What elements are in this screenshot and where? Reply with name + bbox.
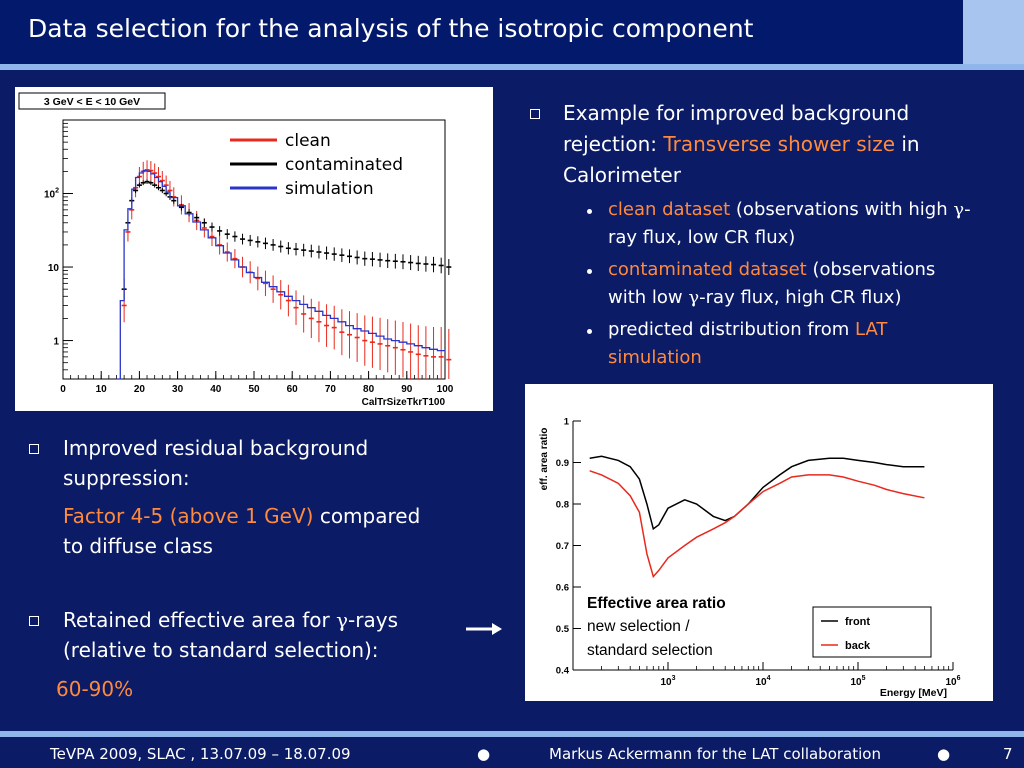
left-bullet-1-line-1: Improved residual background bbox=[63, 436, 369, 460]
x-tick-label: 104 bbox=[755, 675, 770, 688]
annotation-title: Effective area ratio bbox=[587, 595, 726, 612]
series-line-front bbox=[589, 455, 925, 531]
annotation-line: standard selection bbox=[587, 642, 713, 659]
sub-bullet-clean-1: clean dataset (observations with high γ- bbox=[608, 196, 971, 223]
left-bullet-1-line-4: to diffuse class bbox=[63, 534, 213, 558]
sub-bullet-clean-2: ray flux, low CR flux) bbox=[608, 227, 796, 248]
effective-area-panel: 0.4 0.5 0.6 0.7 0.8 0.9 1 eff. area ratio 103 104… bbox=[525, 384, 993, 701]
highlight-factor: Factor 4-5 (above 1 GeV) bbox=[63, 504, 314, 528]
highlight-transverse-shower-size: Transverse shower size bbox=[663, 132, 896, 156]
x-axis-label: CalTrSizeTkrT100 bbox=[362, 397, 446, 408]
y-tick-label: 0.4 bbox=[556, 666, 570, 677]
sub-bullet-contam-2: with low γ-ray flux, high CR flux) bbox=[608, 284, 901, 311]
bullet-dot-icon bbox=[587, 329, 592, 334]
highlight-lat: LAT bbox=[855, 319, 888, 340]
x-tick-label: 30 bbox=[172, 384, 184, 395]
retained-range-value: 60-90% bbox=[56, 677, 134, 701]
text-span: -rays bbox=[348, 608, 398, 632]
annotation-line: new selection / bbox=[587, 618, 690, 635]
legend-label-clean: clean bbox=[285, 131, 331, 151]
gamma-symbol: γ bbox=[336, 608, 349, 632]
y-tick-label: 102 bbox=[44, 188, 59, 201]
text-span: (observations with high bbox=[730, 199, 954, 220]
title-divider bbox=[0, 64, 1024, 70]
y-tick-label: 10 bbox=[48, 263, 60, 274]
text-span: compared bbox=[313, 504, 421, 528]
histogram-chart: 3 GeV < E < 10 GeV 0 10 20 30 40 50 60 70 80 90 100… bbox=[18, 92, 454, 408]
footer: TeVPA 2009, SLAC , 13.07.09 – 18.07.09 ●… bbox=[0, 737, 1024, 768]
y-tick-label: 0.7 bbox=[556, 541, 569, 552]
gamma-symbol: γ bbox=[688, 287, 700, 308]
y-tick-label: 0.6 bbox=[556, 583, 569, 594]
bullet-square-icon bbox=[530, 109, 540, 119]
arrow-right-icon bbox=[466, 623, 502, 635]
text-span: -ray flux, high CR flux) bbox=[699, 287, 902, 308]
histogram-panel: 3 GeV < E < 10 GeV 0 10 20 30 40 50 60 70 80 90 100… bbox=[15, 87, 493, 411]
x-tick-label: 50 bbox=[248, 384, 260, 395]
bullet-square-icon bbox=[29, 616, 39, 626]
footer-divider bbox=[0, 731, 1024, 737]
y-axis-label: eff. area ratio bbox=[539, 428, 550, 491]
highlight-contaminated-dataset: contaminated dataset bbox=[608, 259, 807, 280]
x-tick-label: 20 bbox=[134, 384, 146, 395]
series-line-simulation bbox=[116, 169, 446, 380]
y-tick-label: 0.8 bbox=[556, 500, 569, 511]
gamma-symbol: γ bbox=[953, 199, 965, 220]
x-axis-label: Energy [MeV] bbox=[880, 687, 947, 699]
x-tick-label: 90 bbox=[401, 384, 413, 395]
x-tick-label: 103 bbox=[660, 675, 675, 688]
bullet-square-icon bbox=[29, 444, 39, 454]
text-span: - bbox=[964, 199, 971, 220]
text-span: in bbox=[895, 132, 920, 156]
bullet-dot-icon bbox=[587, 269, 592, 274]
series-line-back bbox=[589, 470, 925, 579]
chart-title: 3 GeV < E < 10 GeV bbox=[44, 96, 140, 108]
x-tick-label: 80 bbox=[363, 384, 375, 395]
x-tick-label: 0 bbox=[60, 384, 66, 395]
footer-event: TeVPA 2009, SLAC , 13.07.09 – 18.07.09 bbox=[50, 745, 351, 763]
left-bullet-2-line-1: Retained effective area for γ-rays bbox=[63, 605, 398, 635]
text-span: predicted distribution from bbox=[608, 319, 856, 340]
right-bullet-line-1: Example for improved background bbox=[563, 101, 910, 125]
x-tick-label: 106 bbox=[945, 675, 960, 688]
sub-bullet-sim-2: simulation bbox=[608, 347, 702, 368]
legend-label-simulation: simulation bbox=[285, 179, 374, 199]
left-bullet-2-line-2: (relative to standard selection): bbox=[63, 638, 379, 662]
y-tick-label: 0.5 bbox=[556, 624, 570, 635]
x-tick-label: 70 bbox=[325, 384, 337, 395]
y-tick-label: 1 bbox=[564, 417, 570, 428]
title-accent-box bbox=[963, 0, 1024, 64]
right-bullet-line-2: rejection: Transverse shower size in bbox=[563, 129, 920, 159]
effective-area-chart: 0.4 0.5 0.6 0.7 0.8 0.9 1 eff. area ratio 103 104… bbox=[539, 417, 961, 700]
title-bar bbox=[0, 0, 1024, 64]
text-span: Retained effective area for bbox=[63, 608, 337, 632]
legend-label-contaminated: contaminated bbox=[285, 155, 403, 175]
footer-author: Markus Ackermann for the LAT collaborati… bbox=[549, 745, 881, 763]
right-bullet-line-3: Calorimeter bbox=[563, 163, 681, 187]
left-bullet-1-line-3: Factor 4-5 (above 1 GeV) compared bbox=[63, 501, 420, 531]
x-tick-label: 105 bbox=[850, 675, 865, 688]
bullet-dot-icon bbox=[587, 209, 592, 214]
text-span: rejection: bbox=[563, 132, 664, 156]
legend-label-back: back bbox=[845, 640, 871, 652]
text-span: (observations bbox=[806, 259, 936, 280]
legend-label-front: front bbox=[845, 616, 870, 628]
footer-separator: ● bbox=[937, 745, 951, 763]
slide-title: Data selection for the analysis of the i… bbox=[28, 14, 754, 43]
legend-box bbox=[812, 606, 932, 658]
left-bullet-1-line-2: suppression: bbox=[63, 466, 190, 490]
text-span: with low bbox=[608, 287, 689, 308]
highlight-clean-dataset: clean dataset bbox=[608, 199, 731, 220]
sub-bullet-contam-1: contaminated dataset (observations bbox=[608, 256, 935, 283]
x-tick-label: 100 bbox=[437, 384, 454, 395]
sub-bullet-sim-1: predicted distribution from LAT bbox=[608, 316, 887, 343]
y-tick-label: 0.9 bbox=[556, 458, 569, 469]
x-tick-label: 10 bbox=[96, 384, 108, 395]
page-number: 7 bbox=[1003, 745, 1013, 763]
footer-separator: ● bbox=[477, 745, 491, 763]
chart-title-box bbox=[18, 92, 166, 110]
x-tick-label: 60 bbox=[287, 384, 299, 395]
y-tick-label: 1 bbox=[53, 337, 59, 348]
x-tick-label: 40 bbox=[210, 384, 222, 395]
